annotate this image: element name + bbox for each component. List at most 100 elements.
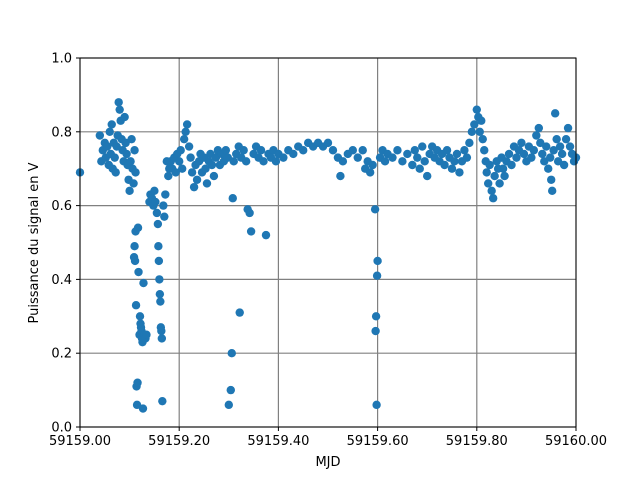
data-point: [544, 164, 553, 173]
data-point: [164, 171, 173, 181]
x-tick-label: 59159.60: [347, 434, 409, 449]
data-point: [447, 164, 457, 173]
data-point: [336, 171, 345, 181]
data-point: [370, 205, 380, 214]
data-point: [154, 241, 163, 251]
data-point: [418, 142, 427, 151]
data-point: [488, 194, 498, 203]
data-point: [358, 146, 367, 155]
data-point: [130, 241, 139, 251]
data-point: [527, 153, 536, 162]
x-axis-ticks: 59159.00 59159.20 59159.40 59159.60 59159.80…: [49, 427, 607, 449]
y-tick-label: 1.0: [51, 52, 72, 67]
data-point: [413, 153, 422, 162]
data-point: [565, 142, 575, 151]
data-point: [154, 256, 164, 266]
data-point: [142, 330, 151, 339]
data-point: [187, 168, 197, 177]
data-point: [227, 349, 236, 358]
data-point: [239, 146, 248, 155]
data-point: [105, 127, 114, 136]
data-point: [487, 186, 496, 196]
data-point: [155, 275, 164, 284]
data-point: [455, 168, 464, 177]
data-point: [160, 212, 169, 221]
data-point: [517, 138, 526, 148]
data-point: [371, 312, 381, 321]
data-point: [472, 105, 481, 114]
data-point: [138, 404, 148, 413]
data-point: [209, 171, 219, 181]
data-point: [410, 146, 419, 155]
data-point: [201, 164, 210, 173]
data-point: [507, 160, 516, 170]
data-point: [388, 153, 397, 162]
data-point: [186, 153, 195, 162]
data-point: [133, 378, 142, 387]
data-point: [224, 400, 233, 410]
data-point: [393, 146, 402, 155]
data-point: [423, 171, 432, 181]
data-point: [150, 186, 159, 196]
data-point: [241, 157, 251, 166]
data-point: [460, 146, 469, 155]
y-axis-label: Puissance du signal en V: [27, 162, 42, 323]
data-point: [202, 179, 212, 188]
x-tick-label: 59159.40: [247, 434, 309, 449]
x-tick-label: 59160.00: [545, 434, 607, 449]
x-tick-label: 59159.00: [49, 434, 111, 449]
y-tick-label: 0.8: [51, 125, 72, 140]
data-point: [563, 123, 573, 133]
data-point: [259, 157, 268, 166]
data-point: [235, 308, 244, 317]
data-point: [365, 168, 375, 177]
data-point: [480, 146, 489, 155]
data-points: [75, 98, 581, 413]
data-point: [532, 131, 541, 140]
data-point: [177, 164, 187, 173]
data-point: [130, 146, 139, 155]
y-axis-ticks: 0.0 0.2 0.4 0.6 0.8 1.0: [51, 52, 80, 436]
data-point: [126, 157, 135, 166]
x-axis-label: MJD: [315, 455, 340, 470]
data-point: [415, 164, 424, 173]
data-point: [279, 153, 288, 162]
data-point: [534, 123, 543, 133]
data-point: [372, 271, 382, 280]
y-tick-label: 0.2: [51, 347, 72, 362]
data-point: [122, 149, 131, 159]
data-point: [504, 149, 514, 159]
data-point: [159, 201, 168, 210]
data-point: [229, 157, 238, 166]
data-point: [519, 149, 529, 159]
x-tick-label: 59159.20: [148, 434, 210, 449]
data-point: [484, 179, 493, 188]
data-point: [547, 175, 556, 184]
data-point: [557, 149, 567, 159]
data-point: [156, 297, 165, 306]
data-point: [398, 157, 407, 166]
data-point: [107, 120, 116, 129]
data-point: [139, 278, 148, 288]
data-point: [130, 256, 140, 266]
x-tick-label: 59159.80: [446, 434, 508, 449]
data-point: [157, 326, 166, 336]
data-point: [555, 142, 565, 151]
data-point: [372, 400, 381, 410]
data-point: [103, 142, 112, 151]
plot-frame: [79, 57, 577, 428]
data-point: [95, 131, 105, 140]
y-tick-label: 0.4: [51, 273, 72, 288]
data-point: [114, 98, 123, 107]
data-point: [498, 164, 508, 173]
data-point: [192, 175, 202, 184]
data-point: [371, 326, 380, 336]
data-point: [323, 138, 333, 148]
data-point: [373, 256, 382, 266]
data-point: [512, 153, 521, 162]
data-point: [559, 160, 569, 170]
data-point: [133, 223, 143, 232]
data-point: [175, 157, 184, 166]
data-point: [120, 112, 129, 122]
